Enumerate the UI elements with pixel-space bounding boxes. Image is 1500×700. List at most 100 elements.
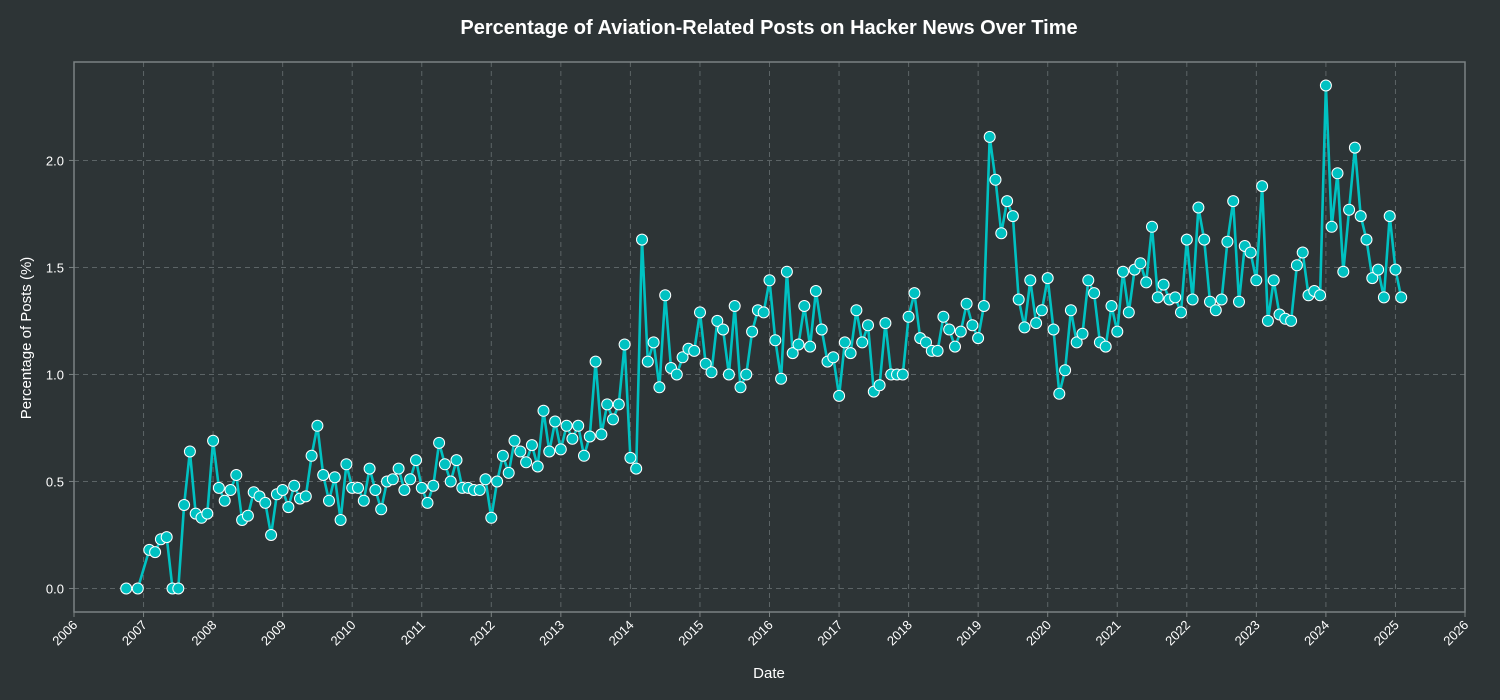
data-point [392,462,405,475]
data-point [1076,327,1089,340]
data-point [601,398,614,411]
data-point [589,355,602,368]
data-point [1059,364,1072,377]
data-point [444,475,457,488]
data-point [908,287,921,300]
data-point [328,471,341,484]
x-tick-label: 2010 [328,617,359,648]
data-point [873,379,886,392]
data-point [1314,289,1327,302]
data-point [1157,278,1170,291]
data-point [1261,314,1274,327]
data-point [746,325,759,338]
data-point [1099,340,1112,353]
data-point [1348,141,1361,154]
data-point [972,332,985,345]
data-point [485,511,498,524]
data-point [630,462,643,475]
data-point [850,304,863,317]
data-point [780,265,793,278]
data-point [149,546,162,559]
x-tick-label: 2024 [1301,617,1332,648]
data-point [757,306,770,319]
data-point [1204,295,1216,308]
x-tick-label: 2011 [398,617,428,647]
data-point [473,484,486,496]
x-tick-label: 2020 [1023,617,1054,648]
data-point [798,300,811,312]
data-point [230,469,243,481]
data-point [1064,304,1077,317]
x-tick-label: 2016 [745,617,776,648]
x-tick-label: 2007 [119,617,150,648]
data-point [207,434,220,447]
grid-lines [73,62,1466,612]
data-point [954,325,967,338]
data-point [560,419,573,432]
data-point [722,368,735,381]
data-point [728,300,741,312]
data-point [1377,291,1390,304]
data-point [352,481,364,494]
data-point [410,454,422,467]
data-point [311,419,324,432]
data-point [386,473,399,486]
data-point [1035,304,1048,317]
data-point [1383,210,1396,223]
data-point [734,381,747,394]
data-point [670,368,683,381]
data-point [578,449,590,462]
data-point [1360,233,1373,246]
data-point [531,460,544,473]
data-point [1146,220,1158,233]
data-point [259,496,272,509]
data-point [717,323,730,336]
series-line [126,84,1403,590]
data-point [1030,317,1043,330]
data-point [931,344,944,357]
data-point [288,479,301,492]
data-point [1354,210,1367,223]
data-point [937,310,950,323]
data-point [1244,246,1257,259]
x-axis-ticks: 2006 2007 2008 2009 2010 2011 2012 2013 2014 2015… [49,612,1471,648]
data-point [711,314,724,327]
data-point [763,274,776,287]
data-point [786,347,799,360]
data-point [1209,304,1222,317]
data-point [636,233,648,246]
data-point [398,484,411,496]
data-point [983,130,996,143]
data-point [340,458,353,471]
data-point [653,381,666,394]
x-tick-label: 2008 [188,617,219,648]
data-point [1250,274,1263,287]
data-point [323,494,335,507]
data-point [1180,233,1193,246]
data-point [775,372,788,385]
data-point [595,428,608,441]
data-point [282,501,295,514]
data-point [977,300,990,312]
y-tick-label: 0.0 [46,581,64,596]
data-point [902,310,915,323]
data-point [438,458,451,471]
data-point [815,323,828,336]
data-point [543,445,556,458]
data-point [1366,272,1379,285]
data-point [334,514,347,526]
data-point [369,484,382,496]
data-point [1122,306,1135,319]
data-point [183,445,196,458]
data-point [1024,274,1037,287]
data-point [241,509,254,522]
data-point [607,413,619,426]
data-point [1105,300,1118,312]
data-point [694,306,706,319]
data-point [375,503,388,516]
data-point [856,336,869,349]
data-point [1088,287,1101,300]
y-tick-label: 1.0 [46,367,64,382]
data-point [949,340,961,353]
